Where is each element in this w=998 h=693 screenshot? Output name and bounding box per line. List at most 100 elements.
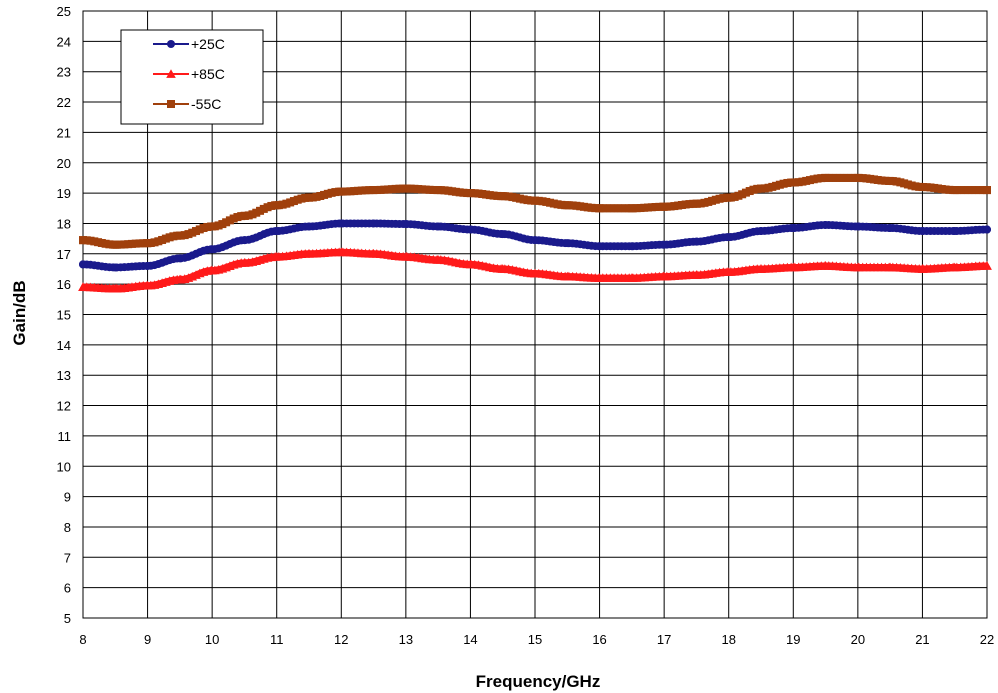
data-point bbox=[594, 273, 605, 282]
legend-label: +25C bbox=[191, 36, 225, 52]
data-point bbox=[692, 237, 701, 246]
y-tick-label: 5 bbox=[64, 611, 71, 626]
data-point bbox=[756, 264, 766, 273]
data-point bbox=[950, 227, 959, 236]
data-point bbox=[337, 187, 346, 196]
data-point bbox=[723, 267, 734, 276]
data-point bbox=[208, 222, 217, 231]
x-tick-label: 22 bbox=[980, 632, 994, 647]
y-tick-label: 15 bbox=[57, 308, 71, 323]
data-point bbox=[401, 220, 410, 229]
y-tick-label: 23 bbox=[57, 65, 71, 80]
data-point bbox=[110, 283, 121, 293]
y-tick-label: 8 bbox=[64, 520, 71, 535]
y-tick-label: 12 bbox=[57, 399, 71, 414]
data-point bbox=[660, 202, 669, 211]
data-point bbox=[886, 224, 895, 233]
data-point bbox=[595, 204, 604, 213]
series-3 bbox=[79, 173, 991, 249]
data-point bbox=[821, 173, 830, 182]
data-point bbox=[208, 245, 217, 254]
legend-item: +25C bbox=[153, 36, 225, 52]
data-point bbox=[305, 193, 313, 202]
y-tick-label: 16 bbox=[57, 277, 71, 292]
data-point bbox=[78, 282, 88, 292]
data-point bbox=[497, 264, 508, 273]
data-point bbox=[820, 261, 831, 270]
data-point bbox=[982, 261, 992, 270]
data-point bbox=[304, 249, 314, 258]
data-point bbox=[917, 264, 928, 273]
y-tick-label: 21 bbox=[57, 125, 71, 140]
data-point bbox=[175, 231, 184, 240]
data-point bbox=[659, 271, 669, 281]
y-tick-label: 13 bbox=[57, 368, 71, 383]
legend-marker bbox=[167, 40, 175, 48]
y-tick-label: 17 bbox=[57, 247, 71, 262]
x-axis-tick-labels: 8 9 10 11 12 13 14 15 16 17 18 19 20 21 22 bbox=[79, 632, 994, 647]
x-tick-label: 20 bbox=[851, 632, 865, 647]
x-tick-label: 9 bbox=[144, 632, 151, 647]
data-point bbox=[853, 262, 863, 272]
data-point bbox=[950, 186, 959, 195]
legend-marker bbox=[166, 69, 176, 78]
data-point bbox=[175, 274, 185, 284]
data-point bbox=[305, 222, 313, 231]
data-point bbox=[239, 258, 250, 267]
y-tick-label: 24 bbox=[57, 34, 71, 49]
data-point bbox=[531, 236, 539, 245]
data-point bbox=[918, 183, 927, 192]
data-point bbox=[111, 240, 120, 249]
data-point bbox=[853, 222, 862, 231]
data-point bbox=[337, 219, 346, 228]
data-point bbox=[143, 239, 152, 248]
data-point bbox=[983, 225, 991, 234]
x-axis-title: Frequency/GHz bbox=[476, 672, 601, 691]
y-tick-label: 6 bbox=[64, 581, 71, 596]
data-point bbox=[692, 199, 701, 208]
data-point bbox=[336, 247, 347, 257]
data-point bbox=[530, 268, 540, 278]
legend-box bbox=[120, 29, 264, 125]
data-point bbox=[111, 263, 120, 272]
y-tick-label: 7 bbox=[64, 550, 71, 565]
data-point bbox=[401, 184, 410, 193]
data-point bbox=[691, 270, 702, 279]
data-point bbox=[886, 176, 895, 185]
data-point bbox=[368, 249, 379, 258]
legend: +25C +85C -55C bbox=[120, 29, 264, 125]
data-point bbox=[531, 196, 539, 205]
data-point bbox=[271, 252, 282, 261]
data-point bbox=[757, 184, 765, 193]
data-point bbox=[498, 230, 507, 239]
data-point bbox=[369, 186, 378, 195]
data-point bbox=[627, 204, 636, 213]
data-point bbox=[724, 233, 733, 242]
series-layer bbox=[78, 173, 992, 293]
series-2 bbox=[78, 247, 992, 293]
data-point bbox=[207, 265, 217, 275]
data-point bbox=[79, 236, 87, 245]
data-point bbox=[627, 242, 636, 251]
x-tick-label: 14 bbox=[463, 632, 477, 647]
y-tick-label: 10 bbox=[57, 459, 71, 474]
y-tick-label: 22 bbox=[57, 95, 71, 110]
data-point bbox=[789, 178, 798, 187]
data-point bbox=[788, 262, 799, 272]
x-tick-label: 18 bbox=[721, 632, 735, 647]
x-tick-label: 10 bbox=[205, 632, 219, 647]
data-point bbox=[240, 236, 249, 245]
data-point bbox=[272, 201, 281, 210]
legend-item: -55C bbox=[153, 96, 221, 112]
y-axis-title: Gain/dB bbox=[10, 280, 29, 345]
data-point bbox=[175, 254, 184, 263]
data-point bbox=[79, 260, 87, 269]
y-tick-label: 9 bbox=[64, 490, 71, 505]
data-point bbox=[562, 271, 573, 281]
data-point bbox=[918, 227, 927, 236]
x-tick-label: 13 bbox=[399, 632, 413, 647]
data-point bbox=[498, 192, 507, 201]
data-point bbox=[434, 222, 443, 231]
data-point bbox=[789, 224, 798, 233]
